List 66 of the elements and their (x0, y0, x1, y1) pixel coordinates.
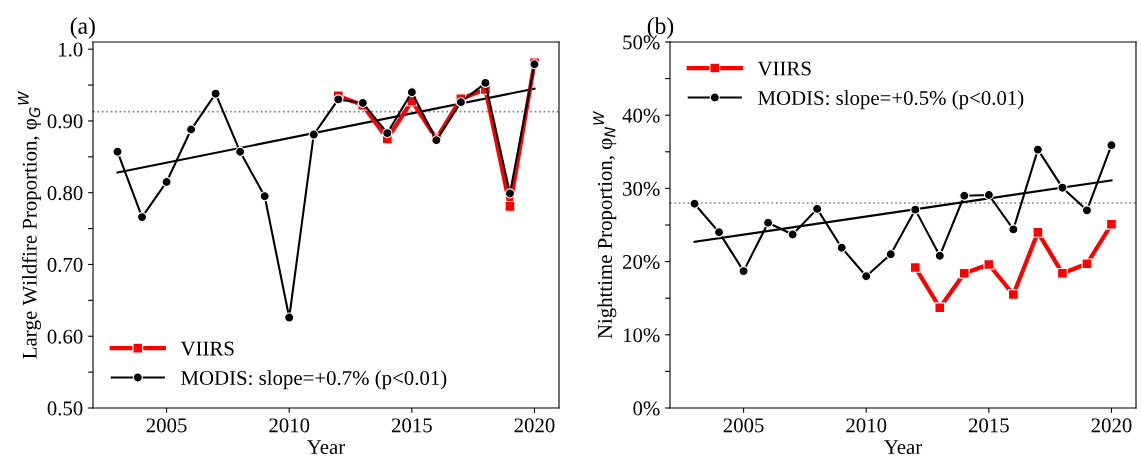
point (983, 259, 995, 270)
y-tick-label: 20% (623, 254, 660, 270)
legend-label: MODIS: slope=+0.5% (p<0.01) (758, 90, 1024, 110)
point (1106, 140, 1117, 151)
x-axis-title: Year (307, 440, 346, 455)
legend-label: VIIRS (180, 341, 234, 356)
point (909, 262, 921, 273)
y-tick-label: 0.80 (47, 186, 83, 201)
y-tick-label: 30% (623, 181, 660, 196)
point (934, 250, 945, 261)
point (689, 198, 700, 209)
y-tick-label: 0.60 (47, 329, 83, 344)
y-tick-label: 0.90 (47, 114, 83, 129)
point (910, 204, 921, 215)
y-tick-label: 1.0 (59, 42, 83, 57)
y-tick-label: 10% (623, 328, 660, 343)
y-tick-label: 0.70 (47, 257, 83, 272)
point (885, 249, 896, 260)
point (382, 128, 393, 139)
point (308, 129, 319, 140)
legend-label: MODIS: slope=+0.7% (p<0.01) (181, 370, 447, 390)
y-axis-title: Large Wildfire Proportion, φ$_{G}$$^{W}$ (17, 91, 42, 359)
point (259, 191, 270, 202)
point (136, 212, 148, 223)
point (1081, 258, 1093, 270)
point (1032, 144, 1043, 155)
point (235, 146, 246, 157)
x-tick-label: 2010 (269, 418, 310, 433)
y-tick-label: 40% (622, 108, 660, 123)
point (284, 312, 295, 323)
y-tick-label: 0% (633, 401, 660, 416)
x-tick-label: 2010 (846, 418, 887, 433)
point (1057, 267, 1068, 279)
y-tick-label: 0.50 (47, 401, 83, 416)
point (1008, 224, 1019, 235)
point (1057, 182, 1068, 193)
chart-title: (a) (70, 17, 95, 39)
point (958, 267, 970, 279)
x-axis-title: Year (884, 440, 923, 455)
point (1007, 289, 1019, 300)
point (504, 188, 516, 199)
x-tick-label: 2015 (391, 418, 432, 433)
point (406, 87, 417, 98)
point (186, 124, 197, 135)
point (763, 217, 774, 228)
point (983, 189, 994, 201)
x-tick-label: 2020 (514, 418, 555, 433)
point (713, 227, 725, 238)
legend-label: VIIRS (757, 61, 811, 76)
point (836, 242, 847, 253)
point (787, 229, 798, 240)
point (861, 271, 872, 282)
point (210, 88, 221, 99)
point (161, 176, 172, 188)
point (333, 94, 344, 105)
x-tick-label: 2005 (723, 418, 764, 433)
y-axis-title: Nighttime Proportion, φ$_{N}$$^{W}$ (593, 111, 617, 339)
x-tick-label: 2020 (1091, 418, 1132, 433)
point (112, 146, 123, 157)
point (504, 200, 516, 212)
point (1081, 205, 1093, 216)
x-tick-label: 2005 (146, 418, 187, 433)
point (738, 266, 749, 277)
x-tick-label: 2015 (968, 418, 1009, 433)
point (959, 190, 970, 201)
point (455, 97, 466, 108)
